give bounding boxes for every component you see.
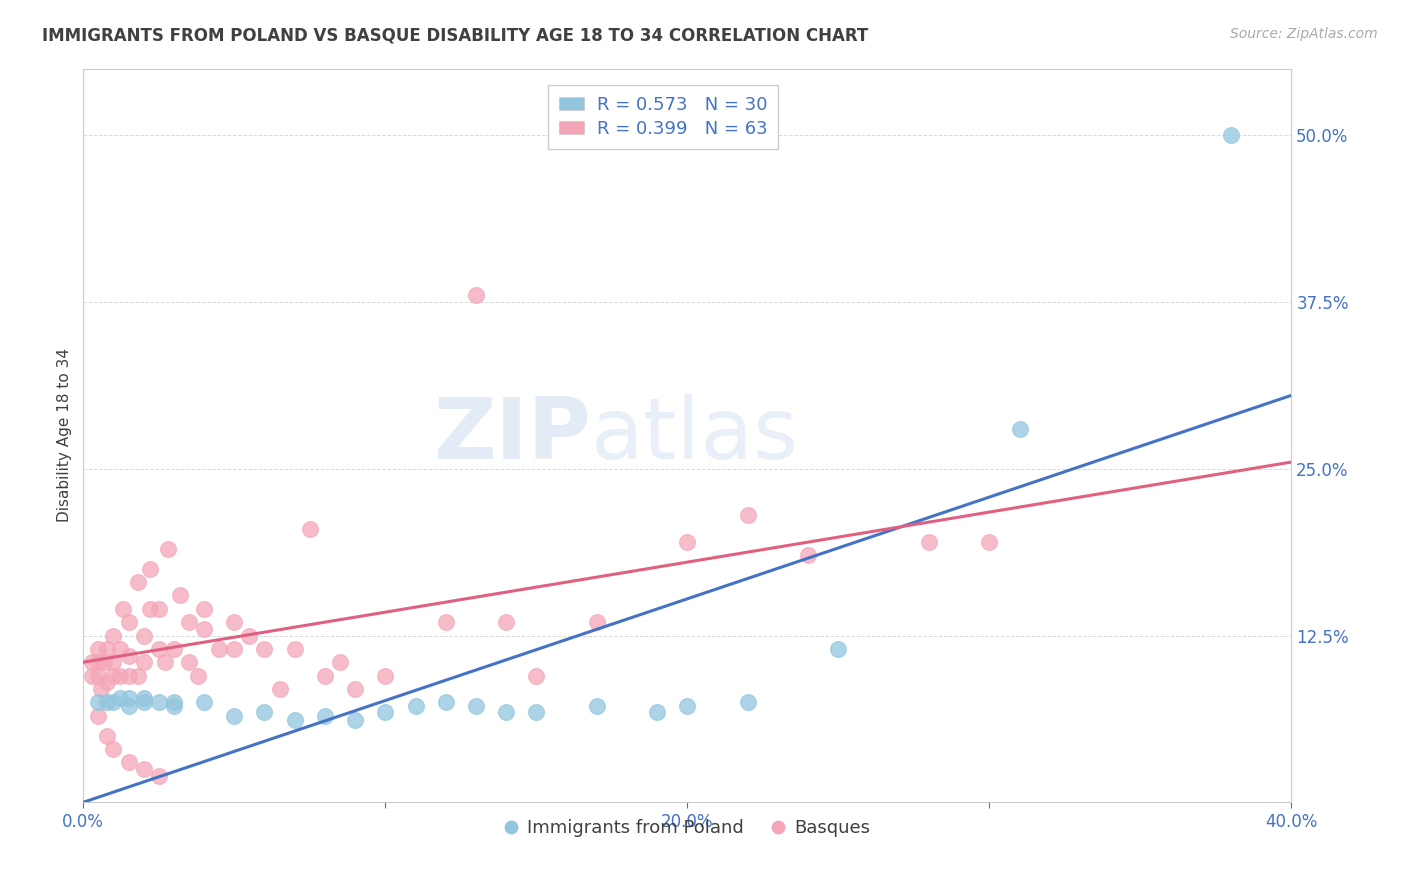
Point <box>132 691 155 706</box>
Point <box>495 615 517 629</box>
Point <box>108 691 131 706</box>
Point <box>585 699 607 714</box>
Point <box>132 628 155 642</box>
Y-axis label: Disability Age 18 to 34: Disability Age 18 to 34 <box>58 349 72 523</box>
Point <box>918 535 941 549</box>
Point <box>187 668 209 682</box>
Point <box>87 708 110 723</box>
Point <box>117 668 139 682</box>
Point <box>645 705 668 719</box>
Point <box>344 713 367 727</box>
Point <box>127 668 149 682</box>
Point <box>132 655 155 669</box>
Point <box>253 641 276 656</box>
Point <box>148 641 170 656</box>
Point <box>193 622 215 636</box>
Point <box>827 641 849 656</box>
Point <box>156 541 179 556</box>
Text: atlas: atlas <box>591 394 799 477</box>
Point <box>224 641 246 656</box>
Point <box>96 641 118 656</box>
Point <box>169 589 191 603</box>
Point <box>224 708 246 723</box>
Point <box>585 615 607 629</box>
Point <box>108 641 131 656</box>
Point <box>103 742 125 756</box>
Point <box>138 562 160 576</box>
Point <box>238 628 260 642</box>
Text: IMMIGRANTS FROM POLAND VS BASQUE DISABILITY AGE 18 TO 34 CORRELATION CHART: IMMIGRANTS FROM POLAND VS BASQUE DISABIL… <box>42 27 869 45</box>
Point <box>132 695 155 709</box>
Point <box>138 602 160 616</box>
Point <box>224 615 246 629</box>
Point <box>90 681 112 696</box>
Point <box>153 655 176 669</box>
Point <box>108 668 131 682</box>
Point <box>524 705 547 719</box>
Point <box>193 602 215 616</box>
Point <box>127 575 149 590</box>
Point <box>495 705 517 719</box>
Point <box>1008 422 1031 436</box>
Point <box>193 695 215 709</box>
Point <box>464 699 486 714</box>
Point <box>111 602 134 616</box>
Point <box>177 615 200 629</box>
Point <box>117 756 139 770</box>
Point <box>96 695 118 709</box>
Point <box>284 713 307 727</box>
Point <box>405 699 427 714</box>
Point <box>737 508 759 523</box>
Point <box>117 691 139 706</box>
Point <box>329 655 352 669</box>
Point <box>117 615 139 629</box>
Point <box>298 522 321 536</box>
Point <box>434 695 457 709</box>
Point <box>208 641 231 656</box>
Legend: Immigrants from Poland, Basques: Immigrants from Poland, Basques <box>496 812 877 845</box>
Point <box>163 699 186 714</box>
Point <box>979 535 1001 549</box>
Point <box>103 695 125 709</box>
Point <box>87 641 110 656</box>
Text: Source: ZipAtlas.com: Source: ZipAtlas.com <box>1230 27 1378 41</box>
Point <box>374 705 396 719</box>
Point <box>117 648 139 663</box>
Point <box>269 681 291 696</box>
Point <box>1219 128 1241 143</box>
Point <box>163 695 186 709</box>
Point <box>103 628 125 642</box>
Point <box>103 668 125 682</box>
Point <box>163 641 186 656</box>
Point <box>96 675 118 690</box>
Point <box>676 535 699 549</box>
Point <box>96 729 118 743</box>
Point <box>344 681 367 696</box>
Point <box>148 695 170 709</box>
Point <box>464 288 486 302</box>
Point <box>374 668 396 682</box>
Point <box>132 762 155 776</box>
Point <box>314 708 336 723</box>
Text: ZIP: ZIP <box>433 394 591 477</box>
Point <box>284 641 307 656</box>
Point <box>87 695 110 709</box>
Point <box>797 549 820 563</box>
Point <box>117 699 139 714</box>
Point <box>82 655 104 669</box>
Point <box>177 655 200 669</box>
Point <box>82 668 104 682</box>
Point <box>253 705 276 719</box>
Point <box>93 655 115 669</box>
Point <box>103 655 125 669</box>
Point <box>148 768 170 782</box>
Point <box>524 668 547 682</box>
Point <box>87 668 110 682</box>
Point <box>676 699 699 714</box>
Point <box>314 668 336 682</box>
Point <box>434 615 457 629</box>
Point <box>87 655 110 669</box>
Point <box>148 602 170 616</box>
Point <box>737 695 759 709</box>
